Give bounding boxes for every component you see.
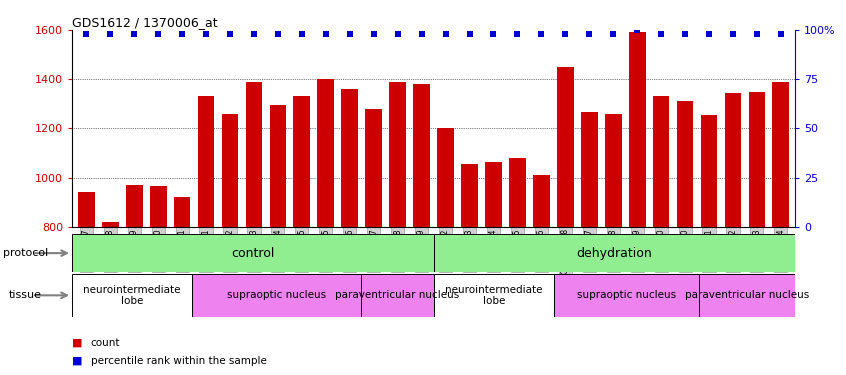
Bar (270, 105, 286, 227)
Bar (629, 33, 645, 227)
Bar (437, 128, 454, 227)
Bar (772, 82, 789, 227)
Text: count: count (91, 338, 120, 348)
Bar (126, 185, 143, 227)
Point (319, 31, 332, 37)
Bar (102, 222, 118, 227)
Bar (605, 114, 622, 227)
Bar (749, 92, 766, 227)
Bar (361, 274, 433, 317)
Bar (365, 109, 382, 227)
Point (103, 31, 117, 37)
Text: percentile rank within the sample: percentile rank within the sample (91, 356, 266, 366)
Bar (245, 82, 262, 227)
Bar (342, 89, 358, 227)
Bar (677, 101, 694, 227)
Point (415, 31, 428, 37)
Point (439, 31, 453, 37)
Point (247, 31, 261, 37)
Point (80, 31, 93, 37)
Text: neurointermediate
lobe: neurointermediate lobe (445, 285, 542, 306)
Text: control: control (231, 247, 274, 259)
Bar (413, 84, 430, 227)
Point (175, 31, 189, 37)
Point (630, 27, 644, 33)
Point (367, 31, 381, 37)
Point (343, 31, 356, 37)
Point (463, 31, 476, 37)
Text: ■: ■ (72, 356, 82, 366)
Point (583, 31, 596, 37)
Text: neurointermediate
lobe: neurointermediate lobe (84, 285, 181, 306)
Bar (317, 79, 334, 227)
Text: supraoptic nucleus: supraoptic nucleus (577, 290, 676, 300)
Bar (724, 93, 741, 227)
Text: protocol: protocol (3, 248, 47, 258)
Bar (461, 164, 478, 227)
Point (271, 31, 284, 37)
Text: supraoptic nucleus: supraoptic nucleus (228, 290, 327, 300)
Bar (533, 175, 550, 227)
Bar (150, 186, 167, 227)
Point (128, 31, 141, 37)
Text: tissue: tissue (8, 290, 41, 300)
Text: GDS1612 / 1370006_at: GDS1612 / 1370006_at (72, 16, 217, 29)
Bar (389, 82, 406, 227)
Bar (485, 162, 502, 227)
Bar (653, 96, 669, 227)
Point (774, 31, 788, 37)
Bar (581, 112, 597, 227)
Point (223, 31, 237, 37)
Bar (192, 274, 361, 317)
Bar (173, 197, 190, 227)
Text: paraventricular nucleus: paraventricular nucleus (335, 290, 459, 300)
Bar (78, 192, 95, 227)
Point (678, 31, 692, 37)
Point (607, 31, 620, 37)
Point (391, 31, 404, 37)
Bar (700, 115, 717, 227)
Text: paraventricular nucleus: paraventricular nucleus (685, 290, 809, 300)
Point (654, 31, 667, 37)
Point (511, 31, 525, 37)
Bar (509, 158, 525, 227)
Point (295, 31, 309, 37)
Bar (198, 96, 214, 227)
Bar (433, 274, 554, 317)
Bar (433, 234, 795, 272)
Bar (222, 114, 239, 227)
Point (750, 31, 764, 37)
Bar (294, 96, 310, 227)
Bar (72, 274, 192, 317)
Bar (72, 234, 433, 272)
Bar (557, 67, 574, 227)
Point (151, 31, 165, 37)
Bar (554, 274, 699, 317)
Text: dehydration: dehydration (576, 247, 652, 259)
Text: ■: ■ (72, 338, 82, 348)
Bar (699, 274, 795, 317)
Point (200, 31, 213, 37)
Point (486, 31, 500, 37)
Point (558, 31, 572, 37)
Point (535, 31, 548, 37)
Point (726, 31, 739, 37)
Point (702, 31, 716, 37)
